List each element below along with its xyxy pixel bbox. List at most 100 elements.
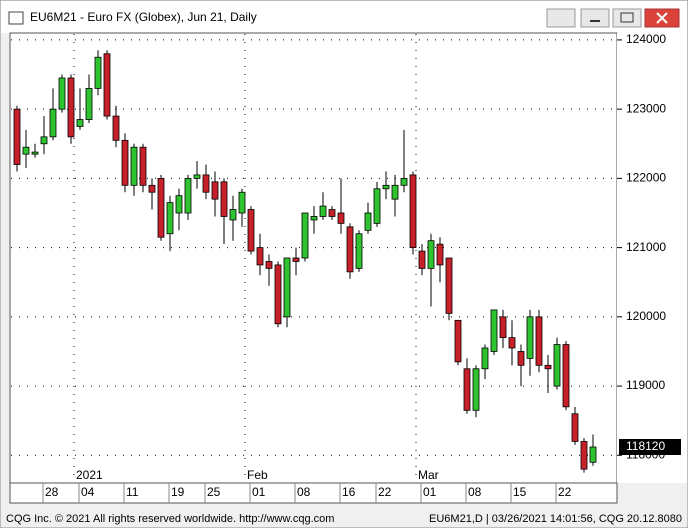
candle-body xyxy=(229,209,237,221)
candle-body xyxy=(94,56,102,89)
date-axis xyxy=(9,482,618,504)
candle-body xyxy=(139,146,147,186)
x-tick-label: 11 xyxy=(126,485,139,499)
candle-body xyxy=(382,184,390,190)
x-tick-label: 01 xyxy=(252,485,266,499)
link-button[interactable] xyxy=(546,8,576,28)
candle-body xyxy=(193,174,201,179)
candle-body xyxy=(436,243,444,266)
candle-body xyxy=(157,177,165,238)
candle-body xyxy=(148,184,156,193)
candle-body xyxy=(400,177,408,186)
x-tick-label: 15 xyxy=(513,485,527,499)
x-tick-label: 08 xyxy=(297,485,311,499)
candle-body xyxy=(499,316,507,339)
candle-body xyxy=(247,209,255,252)
y-tick-label: 120000 xyxy=(626,309,666,323)
candle-body xyxy=(184,177,192,214)
candle-body xyxy=(526,316,534,359)
candle-body xyxy=(454,319,462,363)
candle-body xyxy=(418,250,426,269)
candle-body xyxy=(292,257,300,262)
candle-body xyxy=(22,146,30,155)
y-tick-label: 122000 xyxy=(626,171,666,185)
candle-body xyxy=(589,446,597,463)
candle-body xyxy=(562,344,570,408)
candle-body xyxy=(238,191,246,214)
candle-body xyxy=(256,247,264,266)
footer-left: CQG Inc. © 2021 All rights reserved worl… xyxy=(6,513,334,525)
candle-body xyxy=(355,233,363,269)
candle-body xyxy=(472,368,480,411)
last-value-box xyxy=(619,439,681,455)
candle-body xyxy=(283,257,291,318)
candle-body xyxy=(67,77,75,138)
candle-body xyxy=(337,212,345,224)
candle-body xyxy=(265,261,273,269)
x-tick-label: 16 xyxy=(342,485,356,499)
period-label: 2021 xyxy=(76,468,103,482)
x-tick-label: 08 xyxy=(468,485,482,499)
last-value-label: 118120 xyxy=(626,439,665,453)
candle-body xyxy=(409,174,417,249)
candle-body xyxy=(571,413,579,442)
candle-body xyxy=(175,195,183,214)
candle-body xyxy=(391,184,399,200)
period-label: Feb xyxy=(247,468,268,482)
candle-body xyxy=(274,264,282,325)
x-tick-label: 25 xyxy=(207,485,221,499)
x-tick-label: 19 xyxy=(171,485,185,499)
app-icon xyxy=(8,11,24,25)
candle-body xyxy=(40,136,48,145)
candle-body xyxy=(481,347,489,370)
y-tick-label: 119000 xyxy=(626,378,665,392)
candle-body xyxy=(445,257,453,314)
candle-body xyxy=(364,212,372,231)
candle-body xyxy=(463,368,471,411)
candle-body xyxy=(490,309,498,352)
candle-body xyxy=(220,181,228,217)
candle-body xyxy=(13,108,21,165)
x-tick-label: 01 xyxy=(423,485,437,499)
candle-body xyxy=(31,151,39,155)
minimize-button[interactable] xyxy=(580,8,610,28)
y-tick-label: 124000 xyxy=(626,32,666,46)
footer-right: EU6M21,D | 03/26/2021 14:01:56, CQG 20.1… xyxy=(429,513,682,525)
price-axis xyxy=(617,33,687,483)
x-tick-label: 22 xyxy=(558,485,572,499)
candle-body xyxy=(517,351,525,366)
candle-body xyxy=(85,87,93,120)
maximize-glyph xyxy=(620,12,634,23)
candle-body xyxy=(328,209,336,217)
x-tick-label: 04 xyxy=(81,485,95,499)
candle-body xyxy=(301,212,309,259)
x-tick-label: 22 xyxy=(378,485,392,499)
candle-body xyxy=(130,146,138,186)
y-tick-label: 123000 xyxy=(626,101,666,115)
maximize-button[interactable] xyxy=(612,8,642,28)
candle-body xyxy=(544,364,552,370)
y-tick-label: 121000 xyxy=(626,240,666,254)
candle-body xyxy=(202,174,210,193)
candle-body xyxy=(580,441,588,470)
candle-body xyxy=(49,108,57,138)
candle-body xyxy=(373,188,381,224)
period-label: Mar xyxy=(418,468,439,482)
candle-body xyxy=(346,226,354,273)
candle-body xyxy=(121,139,129,186)
candle-body xyxy=(535,316,543,366)
close-glyph xyxy=(656,12,668,24)
candle-body xyxy=(166,202,174,235)
x-tick-label: 28 xyxy=(45,485,59,499)
window-title: EU6M21 - Euro FX (Globex), Jun 21, Daily xyxy=(30,10,257,24)
candle-body xyxy=(76,119,84,127)
plot-area xyxy=(9,32,618,484)
candle-body xyxy=(508,337,516,349)
candle-body xyxy=(310,216,318,221)
candle-body xyxy=(427,240,435,269)
candle-body xyxy=(319,205,327,217)
candle-body xyxy=(103,53,111,117)
candle-body xyxy=(211,181,219,200)
candle-body xyxy=(112,115,120,141)
